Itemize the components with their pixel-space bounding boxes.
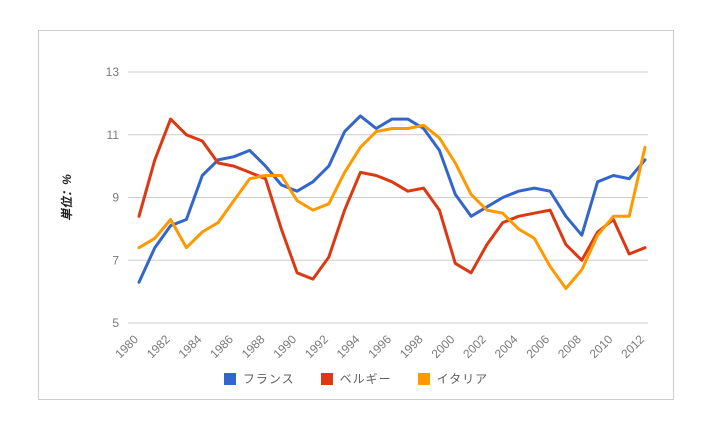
svg-text:2008: 2008 [555, 332, 584, 361]
legend-item-france: フランス [223, 370, 295, 387]
svg-text:1992: 1992 [302, 332, 331, 361]
legend-swatch-france [223, 372, 236, 385]
legend-item-belgium: ベルギー [320, 370, 392, 387]
svg-text:5: 5 [112, 316, 119, 330]
svg-text:7: 7 [112, 253, 119, 267]
legend-swatch-belgium [320, 372, 333, 385]
svg-text:1990: 1990 [270, 332, 299, 361]
svg-text:1980: 1980 [112, 332, 141, 361]
svg-text:1986: 1986 [207, 332, 236, 361]
svg-text:1996: 1996 [365, 332, 394, 361]
svg-text:単位：%: 単位：% [60, 174, 74, 221]
svg-text:9: 9 [112, 191, 119, 205]
svg-text:1984: 1984 [176, 332, 205, 361]
svg-text:11: 11 [107, 128, 120, 142]
svg-text:2012: 2012 [618, 332, 647, 361]
svg-text:2000: 2000 [429, 332, 458, 361]
svg-text:2010: 2010 [587, 332, 616, 361]
svg-text:1998: 1998 [397, 332, 426, 361]
legend-label-france: フランス [242, 372, 295, 386]
svg-text:2002: 2002 [460, 332, 489, 361]
legend-label-belgium: ベルギー [339, 372, 392, 386]
svg-text:2006: 2006 [523, 332, 552, 361]
legend-label-italy: イタリア [436, 372, 489, 386]
chart-legend: フランス ベルギー イタリア [39, 370, 673, 387]
chart-container: 5 7 9 11 13 単位：% 1980 1982 1984 1986 1988 1990 1992 1… [38, 30, 674, 400]
legend-swatch-italy [417, 372, 430, 385]
svg-text:13: 13 [106, 65, 120, 79]
svg-text:1994: 1994 [334, 332, 363, 361]
legend-item-italy: イタリア [417, 370, 489, 387]
svg-text:1982: 1982 [144, 332, 173, 361]
svg-text:1988: 1988 [239, 332, 268, 361]
svg-text:2004: 2004 [492, 332, 521, 361]
